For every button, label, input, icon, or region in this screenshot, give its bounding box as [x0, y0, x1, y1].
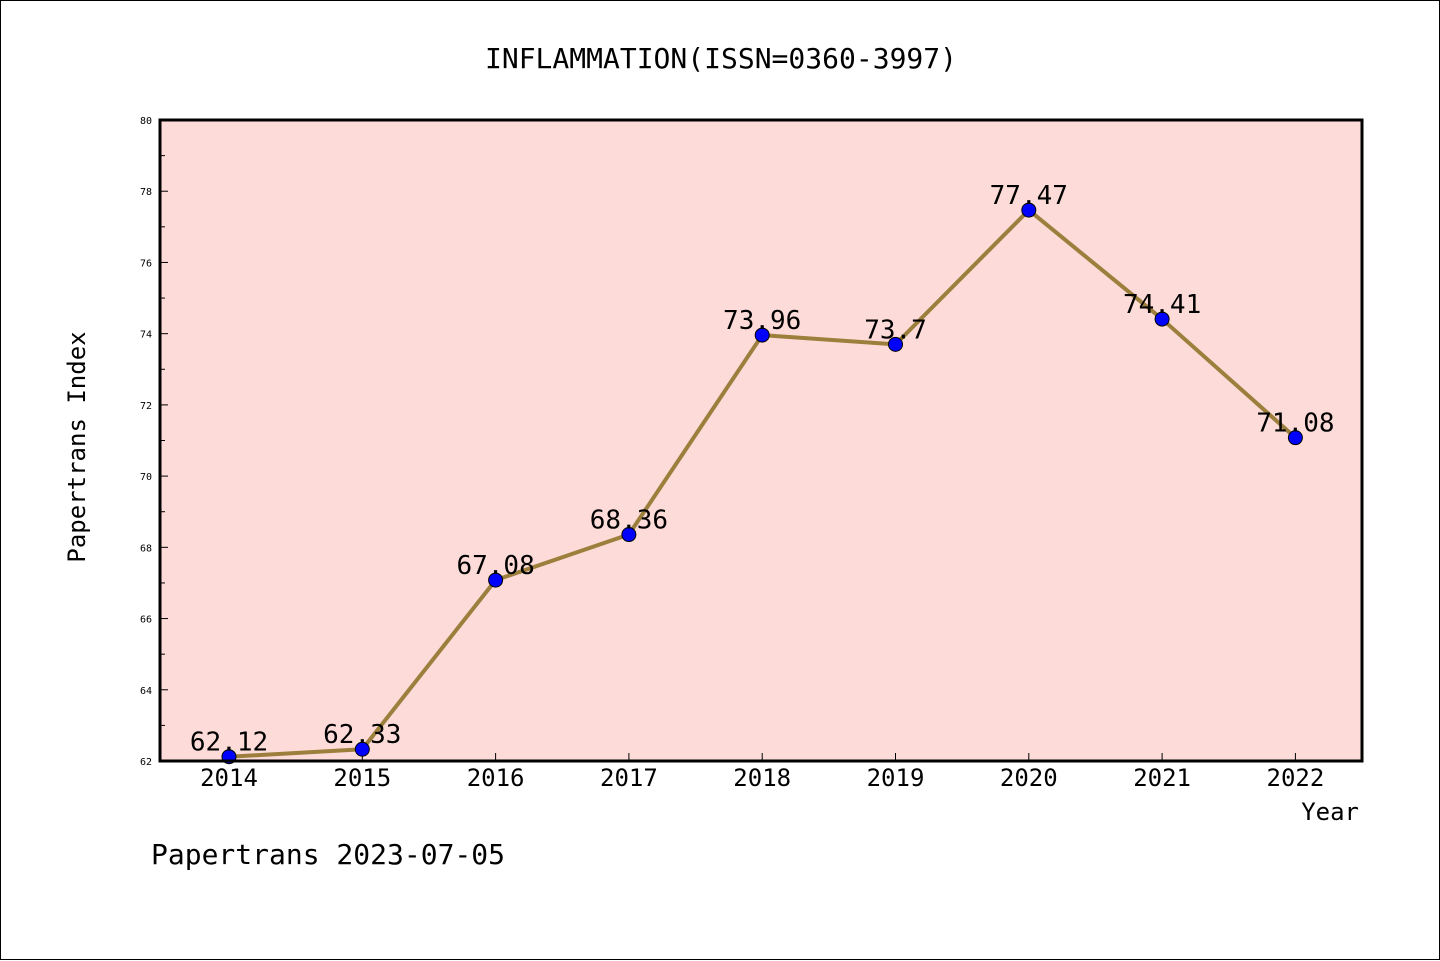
x-tick-label: 2019	[867, 764, 925, 792]
data-label: 73.7	[864, 315, 927, 345]
data-point	[488, 572, 504, 588]
data-point	[1021, 202, 1037, 218]
data-label: 62.33	[323, 720, 401, 750]
y-axis: 62 64 66 68 70 72 74 76 78 80	[140, 116, 168, 768]
data-point	[354, 741, 370, 757]
y-tick-label: 64	[140, 686, 152, 697]
x-tick-label: 2014	[200, 764, 258, 792]
plot-border	[158, 118, 1364, 763]
x-tick-label: 2018	[733, 764, 791, 792]
data-labels: 62.12 62.33 67.08 68.36 73.96 73.7 77.47 74.41 7…	[190, 181, 1335, 758]
data-label: 73.96	[723, 306, 801, 336]
x-tick-label: 2015	[333, 764, 391, 792]
x-tick-label: 2021	[1133, 764, 1191, 792]
data-label: 77.47	[990, 181, 1068, 211]
x-tick-label: 2022	[1267, 764, 1325, 792]
footer-text: Papertrans 2023-07-05	[151, 838, 505, 871]
y-tick-label: 68	[140, 543, 152, 554]
y-tick-label: 78	[140, 187, 152, 198]
y-tick-label: 74	[140, 330, 152, 341]
y-tick-label: 72	[140, 401, 152, 412]
y-tick-label: 76	[140, 258, 152, 269]
y-tick-label: 70	[140, 472, 152, 483]
data-point	[1154, 311, 1170, 327]
data-point	[1287, 430, 1303, 446]
x-axis-label: Year	[1301, 798, 1359, 826]
x-tick-label: 2020	[1000, 764, 1058, 792]
plot-area	[160, 120, 1362, 761]
data-label: 62.12	[190, 728, 268, 758]
x-tick-label: 2017	[600, 764, 658, 792]
data-series	[221, 202, 1303, 765]
y-axis-label: Papertrans Index	[63, 331, 91, 562]
y-tick-label: 66	[140, 615, 152, 626]
x-tick-label: 2016	[467, 764, 525, 792]
chart-title: INFLAMMATION(ISSN=0360-3997)	[485, 42, 957, 75]
data-point	[754, 327, 770, 343]
y-tick-label: 80	[140, 116, 152, 127]
data-label: 68.36	[590, 506, 668, 536]
data-point	[621, 527, 637, 543]
data-label: 74.41	[1123, 290, 1201, 320]
data-label: 67.08	[456, 551, 534, 581]
data-point	[888, 336, 903, 352]
data-label: 71.08	[1256, 409, 1334, 439]
y-tick-label: 62	[140, 757, 152, 768]
